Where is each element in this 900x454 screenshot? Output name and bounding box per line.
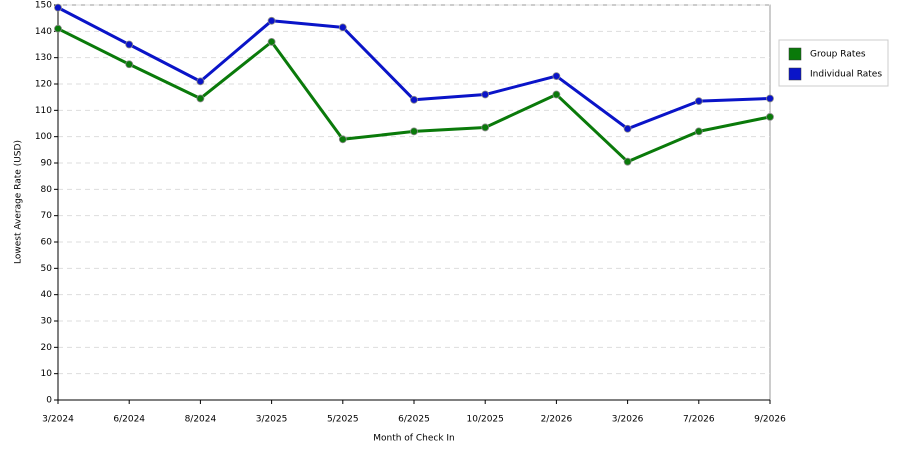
x-tick-label: 3/2025: [256, 415, 288, 425]
y-axis-label: Lowest Average Rate (USD): [14, 140, 24, 264]
x-tick-label: 6/2025: [398, 415, 430, 425]
plot-area: [57, 4, 771, 401]
data-point: [125, 60, 134, 69]
y-tick-label: 110: [35, 106, 52, 116]
data-point: [623, 124, 632, 133]
y-tick-label: 90: [41, 159, 53, 169]
data-point: [481, 123, 490, 132]
data-point: [410, 95, 418, 104]
y-tick-label: 140: [35, 27, 52, 37]
y-tick-label: 50: [41, 264, 53, 274]
y-tick-label: 130: [35, 53, 52, 63]
x-tick-label: 3/2024: [42, 415, 74, 425]
data-point: [267, 16, 276, 25]
y-tick-label: 20: [41, 343, 53, 353]
x-axis-label: Month of Check In: [373, 434, 455, 444]
y-tick-label: 70: [41, 211, 53, 221]
y-tick-label: 120: [35, 80, 52, 90]
legend-label: Individual Rates: [810, 70, 882, 80]
data-point: [54, 24, 62, 33]
x-tick-label: 2/2026: [541, 415, 573, 425]
y-tick-label: 150: [35, 1, 52, 11]
y-tick-label: 80: [41, 185, 53, 195]
data-point: [766, 113, 774, 121]
data-point: [267, 37, 276, 46]
data-point: [481, 90, 490, 99]
x-tick-label: 10/2025: [467, 415, 504, 425]
data-point: [54, 3, 62, 12]
data-point: [694, 97, 703, 106]
y-tick-label: 40: [41, 290, 53, 300]
data-point: [410, 127, 418, 136]
data-point: [552, 72, 561, 80]
data-point: [338, 23, 347, 32]
x-tick-label: 7/2026: [683, 415, 715, 425]
legend-swatch: [788, 47, 802, 61]
data-point: [694, 127, 703, 136]
legend-swatch: [788, 67, 802, 81]
legend-label: Group Rates: [810, 50, 866, 60]
data-point: [766, 94, 774, 103]
x-tick-label: 5/2025: [327, 415, 359, 425]
data-point: [125, 40, 134, 49]
y-tick-label: 0: [46, 396, 52, 406]
x-tick-label: 9/2026: [754, 415, 786, 425]
data-point: [196, 94, 205, 103]
y-tick-label: 100: [35, 132, 52, 142]
y-tick-label: 60: [41, 238, 53, 248]
data-point: [552, 90, 561, 99]
y-tick-label: 10: [41, 369, 53, 379]
data-point: [338, 135, 347, 144]
x-tick-label: 3/2026: [612, 415, 644, 425]
data-point: [623, 157, 632, 166]
data-point: [196, 77, 205, 86]
x-tick-label: 6/2024: [113, 415, 145, 425]
y-tick-label: 30: [41, 317, 53, 327]
x-tick-label: 8/2024: [185, 415, 217, 425]
